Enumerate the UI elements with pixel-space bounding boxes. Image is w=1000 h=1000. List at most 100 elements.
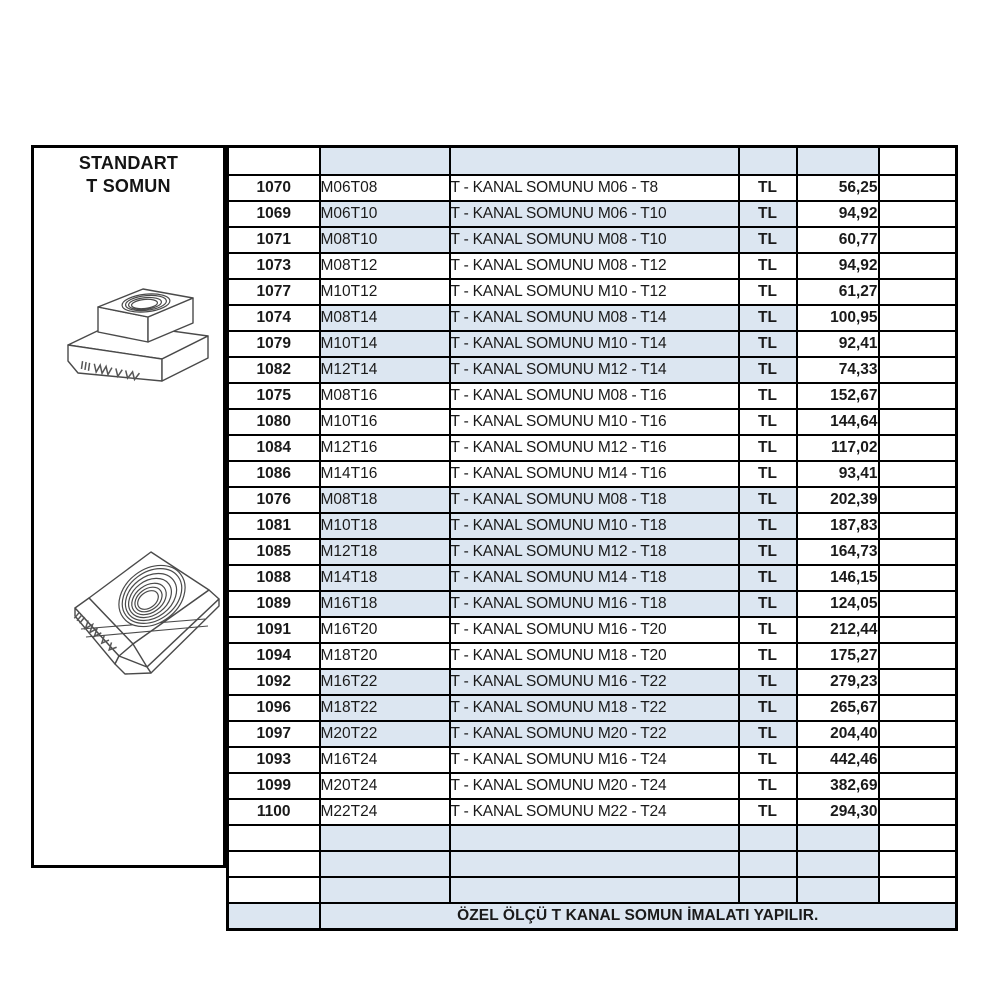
row-part-cell: M16T18 — [318, 590, 451, 618]
row-currency-cell: TL — [737, 798, 798, 826]
row-currency-cell: TL — [737, 200, 798, 228]
row-code-cell: 1089 — [226, 590, 321, 618]
row-description-cell: T - KANAL SOMUNU M16 - T18 — [448, 590, 740, 618]
row-currency-cell: TL — [737, 616, 798, 644]
row-currency-cell — [737, 876, 798, 904]
row-currency-cell: TL — [737, 642, 798, 670]
row-part-cell: M20T24 — [318, 772, 451, 800]
row-description-cell: T - KANAL SOMUNU M14 - T18 — [448, 564, 740, 592]
table-row: 1073 M08T12 T - KANAL SOMUNU M08 - T12 TL 94… — [226, 252, 958, 280]
row-currency-cell: TL — [737, 434, 798, 462]
row-currency-cell: TL — [737, 720, 798, 748]
row-code-cell: 1088 — [226, 564, 321, 592]
product-title-line1: STANDART — [78, 153, 179, 173]
row-description-cell: T - KANAL SOMUNU M10 - T16 — [448, 408, 740, 436]
row-price-cell: 442,46 — [795, 746, 880, 774]
row-part-cell: M08T12 — [318, 252, 451, 280]
row-price-cell: 152,67 — [795, 382, 880, 410]
row-part-cell — [318, 850, 451, 878]
row-description-cell — [448, 824, 740, 852]
row-price-cell: 124,05 — [795, 590, 880, 618]
row-code-cell: 1092 — [226, 668, 321, 696]
row-code-cell: 1081 — [226, 512, 321, 540]
row-code-cell: 1086 — [226, 460, 321, 488]
row-price-cell: 265,67 — [795, 694, 880, 722]
row-currency-cell: TL — [737, 668, 798, 696]
row-currency-cell: TL — [737, 278, 798, 306]
product-info-panel: STANDART T SOMUN — [31, 145, 226, 868]
row-price-cell: 175,27 — [795, 642, 880, 670]
row-price-cell: 117,02 — [795, 434, 880, 462]
row-code-cell: 1099 — [226, 772, 321, 800]
table-row: 1069 M06T10 T - KANAL SOMUNU M06 - T10 TL 94… — [226, 200, 958, 228]
row-code-cell: 1096 — [226, 694, 321, 722]
row-description-cell: T - KANAL SOMUNU M10 - T12 — [448, 278, 740, 306]
t-nut-isometric-drawing — [67, 288, 209, 382]
row-notes-cell — [877, 330, 958, 358]
table-row: 1071 M08T10 T - KANAL SOMUNU M08 - T10 TL 60… — [226, 226, 958, 254]
table-row: 1084 M12T16 T - KANAL SOMUNU M12 - T16 TL 11… — [226, 434, 958, 462]
table-row: 1079 M10T14 T - KANAL SOMUNU M10 - T14 TL 92… — [226, 330, 958, 358]
row-price-cell: 202,39 — [795, 486, 880, 514]
product-title-line2: T SOMUN — [86, 176, 171, 196]
row-notes-cell — [877, 278, 958, 306]
row-currency-cell: TL — [737, 330, 798, 358]
table-row: 1100 M22T24 T - KANAL SOMUNU M22 - T24 TL 29… — [226, 798, 958, 826]
row-notes-cell — [877, 538, 958, 566]
row-notes-cell — [877, 460, 958, 488]
table-row: 1077 M10T12 T - KANAL SOMUNU M10 - T12 TL 61… — [226, 278, 958, 306]
row-code-cell: 1100 — [226, 798, 321, 826]
row-part-cell: M08T14 — [318, 304, 451, 332]
table-header-row — [226, 145, 958, 176]
row-price-cell: 92,41 — [795, 330, 880, 358]
row-currency-cell: TL — [737, 538, 798, 566]
price-table-body: 1070 M06T08 T - KANAL SOMUNU M06 - T8 TL 56,… — [226, 174, 958, 904]
row-part-cell: M12T16 — [318, 434, 451, 462]
row-description-cell: T - KANAL SOMUNU M22 - T24 — [448, 798, 740, 826]
row-description-cell: T - KANAL SOMUNU M12 - T18 — [448, 538, 740, 566]
row-currency-cell: TL — [737, 772, 798, 800]
row-price-cell: 146,15 — [795, 564, 880, 592]
table-row: 1086 M14T16 T - KANAL SOMUNU M14 - T16 TL 93… — [226, 460, 958, 488]
table-row: 1089 M16T18 T - KANAL SOMUNU M16 - T18 TL 12… — [226, 590, 958, 618]
table-row: 1088 M14T18 T - KANAL SOMUNU M14 - T18 TL 14… — [226, 564, 958, 592]
row-description-cell: T - KANAL SOMUNU M08 - T12 — [448, 252, 740, 280]
row-part-cell: M12T18 — [318, 538, 451, 566]
row-description-cell: T - KANAL SOMUNU M06 - T10 — [448, 200, 740, 228]
row-notes-cell — [877, 226, 958, 254]
row-notes-cell — [877, 616, 958, 644]
row-currency-cell: TL — [737, 356, 798, 384]
table-row: 1081 M10T18 T - KANAL SOMUNU M10 - T18 TL 18… — [226, 512, 958, 540]
row-part-cell: M08T18 — [318, 486, 451, 514]
row-code-cell: 1085 — [226, 538, 321, 566]
row-notes-cell — [877, 720, 958, 748]
row-description-cell: T - KANAL SOMUNU M08 - T14 — [448, 304, 740, 332]
row-notes-cell — [877, 486, 958, 514]
row-part-cell: M06T08 — [318, 174, 451, 202]
row-description-cell — [448, 876, 740, 904]
header-price-cell — [795, 145, 880, 176]
row-notes-cell — [877, 200, 958, 228]
row-notes-cell — [877, 590, 958, 618]
row-code-cell: 1075 — [226, 382, 321, 410]
row-notes-cell — [877, 642, 958, 670]
header-notes-cell — [877, 145, 958, 176]
row-price-cell: 204,40 — [795, 720, 880, 748]
row-part-cell: M22T24 — [318, 798, 451, 826]
row-code-cell: 1080 — [226, 408, 321, 436]
row-price-cell: 212,44 — [795, 616, 880, 644]
row-description-cell: T - KANAL SOMUNU M18 - T20 — [448, 642, 740, 670]
table-row: 1093 M16T24 T - KANAL SOMUNU M16 - T24 TL 44… — [226, 746, 958, 774]
row-code-cell: 1097 — [226, 720, 321, 748]
empty-row — [226, 824, 958, 852]
row-notes-cell — [877, 668, 958, 696]
row-currency-cell: TL — [737, 694, 798, 722]
row-price-cell: 60,77 — [795, 226, 880, 254]
row-currency-cell: TL — [737, 486, 798, 514]
row-currency-cell: TL — [737, 564, 798, 592]
row-code-cell: 1084 — [226, 434, 321, 462]
row-notes-cell — [877, 798, 958, 826]
row-price-cell: 56,25 — [795, 174, 880, 202]
row-part-cell: M14T18 — [318, 564, 451, 592]
row-notes-cell — [877, 356, 958, 384]
